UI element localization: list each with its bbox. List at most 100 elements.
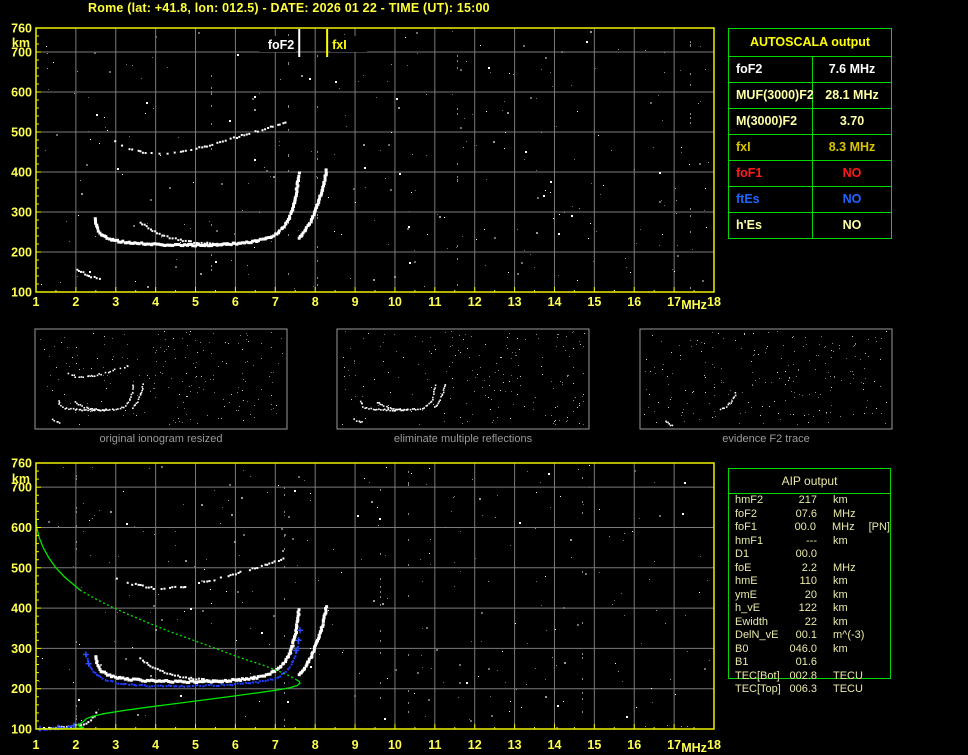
aip-note [864,629,878,643]
aip-row-tectop: TEC[Top] 006.3 TECU [729,683,890,697]
thumbnail-trace-x_dip [376,402,409,412]
aip-unit: km [833,642,848,655]
y-tick-label: 200 [11,246,32,260]
y-tick-label: 760 [11,457,32,471]
aip-name: h_vE [735,602,761,614]
aip-name: hmF2 [735,494,764,506]
aip-name: TEC[Bot] [735,669,780,682]
noise-layer [41,31,709,291]
trace-x_dip [139,221,228,246]
aip-value: 00.0 [795,548,817,560]
aip-row-tecbot: TEC[Bot] 002.8 TECU [729,670,890,684]
aip-table-rows: hmF2 217 km foF2 07.6 MHz foF1 00.0 MHz [PN] hmF1 -… [729,494,890,697]
y-tick-label: 100 [11,723,32,737]
trace-second_hop [115,557,285,590]
aip-value: 122 [798,602,817,614]
aip-unit [817,548,833,562]
aip-note [848,643,862,657]
x-tick-label: 7 [272,738,279,752]
aip-unit: km [833,602,848,614]
autoscala-row-m3000f2: M(3000)F2 3.70 [729,109,891,135]
autoscala-output-table: AUTOSCALA output foF2 7.6 MHz MUF(3000)F2 2… [728,28,892,239]
autoscala-row-label: M(3000)F2 [729,109,813,134]
aip-note: [PN] [868,521,890,533]
y-axis-unit: km [12,472,30,486]
aip-row-hme: hmE 110 km [729,575,890,589]
thumbnail-1 [336,328,590,430]
y-tick-label: 500 [11,126,32,140]
autoscala-row-value: NO [842,218,862,232]
x-tick-label: 2 [72,295,79,309]
x-tick-label: 18 [707,738,721,752]
x-tick-label: 5 [192,738,199,752]
x-tick-label: 10 [388,295,402,309]
noise-layer [39,465,710,729]
aip-name: D1 [735,548,750,560]
x-tick-label: 13 [508,738,522,752]
aip-name: foF2 [735,507,758,520]
aip-note [848,602,862,616]
aip-row-hmf1: hmF1 --- km [729,535,890,549]
aip-note [856,508,870,522]
x-tick-label: 12 [468,738,482,752]
aip-name: B1 [735,656,749,668]
x-axis-unit: MHz [681,298,707,312]
aip-value: 110 [799,575,817,587]
trace-x_rise [297,168,328,240]
aip-value: 07.6 [795,507,817,520]
aip-table-header: AIP output [729,469,890,494]
aip-value: --- [806,534,817,547]
aip-note [848,535,862,549]
x-tick-label: 9 [352,295,359,309]
x-tick-label: 18 [707,295,721,309]
aip-unit: TECU [833,683,863,695]
x-tick-label: 3 [112,295,119,309]
aip-unit: MHz [833,561,856,574]
thumbnail-trace-second_hop [67,365,129,378]
aip-name: ymE [735,588,757,601]
thumbnail-caption-eliminate: eliminate multiple reflections [393,433,533,445]
y-tick-label: 700 [11,481,32,495]
thumbnail-trace-o_main [359,384,437,412]
autoscala-row-value: NO [842,192,862,206]
top_ionogram-plot: 1 2 3 4 5 6 7 8 9 10 11 12 13 14 15 16 17 18MHz7607006005… [11,22,721,313]
autoscala-row-muf3000f2: MUF(3000)F2 28.1 MHz [729,83,891,109]
aip-value: 00.1 [795,629,817,641]
autoscala-row-label: ftEs [729,187,813,212]
aip-note [863,670,877,684]
aip-value: 20 [804,588,817,601]
aip-unit: km [833,615,848,628]
y-tick-label: 760 [11,22,32,36]
autoscala-row-fof1: foF1 NO [729,161,891,187]
marker-fxI: fxI [326,29,368,57]
aip-value: 006.3 [789,683,817,695]
thumbnail-noise [644,331,887,425]
aip-name: hmE [735,575,758,587]
aip-row-ewidth: Ewidth 22 km [729,616,890,630]
x-tick-label: 4 [152,295,159,309]
autoscala-row-value: NO [842,166,862,180]
autoscala-table-header: AUTOSCALA output [729,29,891,57]
aip-unit: km [833,494,848,506]
x-tick-label: 16 [627,738,641,752]
axis-labels: 1 2 3 4 5 6 7 8 9 10 11 12 13 14 15 16 17 18MHz7607006005… [11,457,721,755]
x-tick-label: 6 [232,738,239,752]
trace-scaled_f_markers [82,627,304,667]
x-tick-label: 16 [627,295,641,309]
autoscala-row-label: MUF(3000)F2 [729,83,814,108]
aip-row-b1: B1 01.6 [729,656,890,670]
aip-note [856,562,870,576]
aip-row-d1: D1 00.0 [729,548,890,562]
x-tick-label: 7 [272,295,279,309]
marker-label: foF2 [268,38,294,52]
aip-unit: km [833,588,848,601]
aip-name: Ewidth [735,615,769,628]
y-tick-label: 700 [11,46,32,60]
x-tick-label: 15 [587,295,601,309]
aip-name: hmF1 [735,534,764,547]
thumbnail-noise [342,331,585,425]
x-tick-label: 14 [548,295,562,309]
thumbnail-trace-x_dip [74,401,107,412]
aip-name: B0 [735,642,749,655]
x-tick-label: 11 [428,738,441,752]
